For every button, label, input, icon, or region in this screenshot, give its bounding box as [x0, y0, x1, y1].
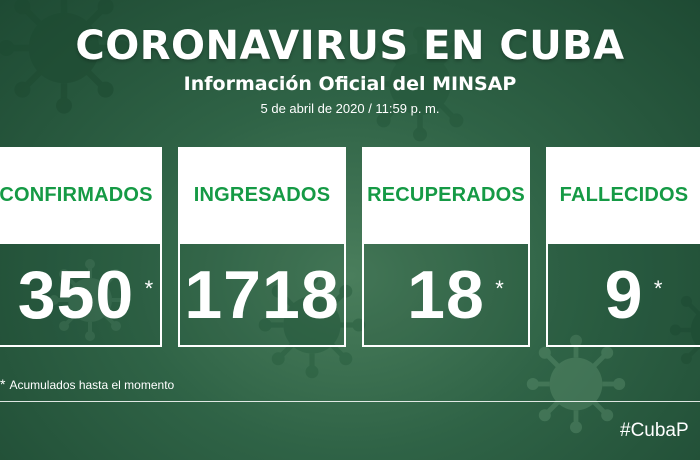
card-label: CONFIRMADOS [0, 184, 153, 206]
asterisk-mark: * [144, 275, 155, 301]
card-ingresados: INGRESADOS 1718 [178, 147, 346, 347]
asterisk-mark: * [653, 275, 664, 301]
card-fallecidos: FALLECIDOS 9 * [546, 147, 700, 347]
card-label: INGRESADOS [193, 184, 331, 206]
value-text: 18 [407, 256, 485, 333]
card-body: 1718 [178, 244, 346, 347]
divider [0, 401, 700, 402]
card-value: 9 * [605, 261, 663, 329]
card-value: 1718 [184, 261, 339, 329]
card-header: RECUPERADOS [362, 147, 530, 244]
footnote: * Acumulados hasta el momento [0, 376, 174, 392]
card-body: 18 * [362, 244, 530, 347]
card-value: 18 * [407, 261, 504, 329]
card-header: FALLECIDOS [546, 147, 700, 244]
card-label: FALLECIDOS [559, 184, 689, 206]
value-text: 350 [17, 256, 135, 333]
card-header: CONFIRMADOS [0, 147, 162, 244]
footnote-marker: * [0, 376, 6, 392]
card-confirmados: CONFIRMADOS 350 * [0, 147, 162, 347]
card-value: 350 * [18, 261, 154, 329]
value-text: 1718 [184, 256, 340, 333]
card-header: INGRESADOS [178, 147, 346, 244]
page-title: CORONAVIRUS EN CUBA [75, 23, 625, 69]
card-label: RECUPERADOS [367, 184, 525, 206]
card-recuperados: RECUPERADOS 18 * [362, 147, 530, 347]
report-date: 5 de abril de 2020 / 11:59 p. m. [260, 101, 440, 116]
page-subtitle: Información Oficial del MINSAP [183, 73, 517, 95]
card-body: 9 * [546, 244, 700, 347]
asterisk-mark: * [495, 275, 505, 301]
footnote-text: Acumulados hasta el momento [9, 378, 175, 392]
card-body: 350 * [0, 244, 162, 347]
hashtag: #CubaP [620, 420, 689, 441]
virus-icon [527, 335, 625, 433]
value-text: 9 [604, 256, 644, 333]
